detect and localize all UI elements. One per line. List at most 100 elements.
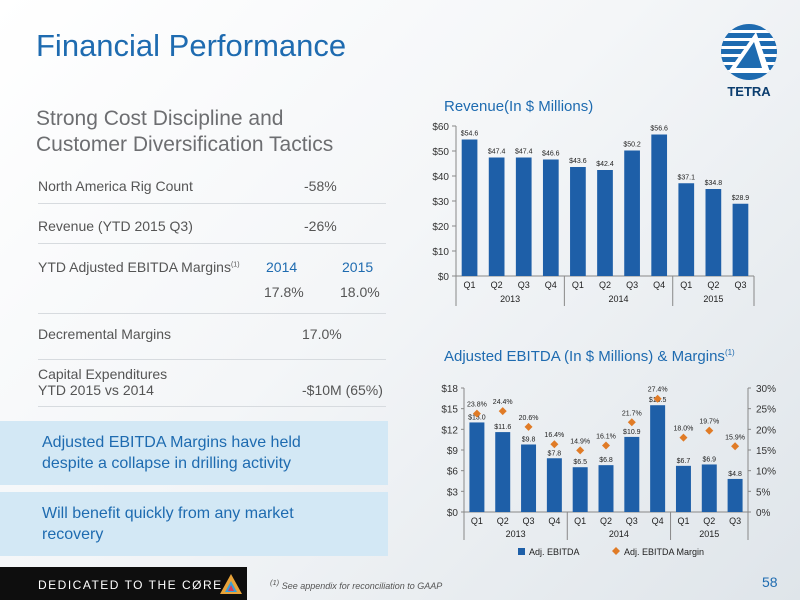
- year-2014: 2014: [266, 259, 298, 275]
- subtitle-line-2: Customer Diversification Tactics: [36, 133, 334, 156]
- metric-label: North America Rig Count: [38, 178, 193, 194]
- year-group-label: 2015: [703, 294, 723, 304]
- x-tick-label: Q2: [703, 516, 715, 526]
- revenue-data-label: $43.6: [569, 158, 587, 165]
- metric-value: 17.0%: [302, 326, 342, 342]
- x-tick-label: Q3: [518, 280, 530, 290]
- margin-marker: [472, 409, 481, 418]
- ebitda-bar: [495, 432, 511, 512]
- ebitda-margin-2014: 17.8%: [264, 284, 304, 300]
- metric-row-decremental: Decremental Margins 17.0%: [38, 326, 386, 342]
- y-tick-label: $30: [432, 197, 449, 208]
- y-tick-label: $50: [432, 147, 449, 158]
- year-group-label: 2013: [506, 529, 526, 539]
- x-tick-label: Q1: [680, 280, 692, 290]
- ebitda-data-label: $13.0: [468, 414, 486, 421]
- year-2015: 2015: [342, 259, 374, 275]
- x-tick-label: Q4: [545, 280, 557, 290]
- x-tick-label: Q3: [626, 280, 638, 290]
- revenue-bar: [488, 157, 505, 276]
- margin-marker: [731, 442, 740, 451]
- divider: [38, 243, 386, 244]
- margin-data-label: 19.7%: [699, 419, 719, 426]
- ebitda-data-label: $9.8: [522, 436, 536, 443]
- logo-text: TETRA: [727, 84, 771, 99]
- x-tick-label: Q1: [677, 516, 689, 526]
- revenue-bar: [732, 203, 749, 276]
- highlight-line-1: Adjusted EBITDA Margins have held: [42, 434, 301, 451]
- x-tick-label: Q1: [471, 516, 483, 526]
- footer-tagline: DEDICATED TO THE CØRE: [38, 578, 223, 592]
- margin-data-label: 18.0%: [674, 426, 694, 433]
- revenue-bar: [624, 150, 640, 276]
- y-left-tick-label: $18: [441, 384, 458, 395]
- divider: [38, 359, 386, 360]
- metric-label-line-1: Capital Expenditures: [38, 366, 168, 382]
- margin-data-label: 24.4%: [493, 399, 513, 406]
- revenue-bar: [542, 159, 559, 276]
- metric-row-ebitda-margins: YTD Adjusted EBITDA Margins(1) 2014 2015…: [38, 259, 386, 300]
- year-group-label: 2014: [609, 529, 629, 539]
- legend-swatch-marker: [612, 547, 620, 555]
- x-tick-label: Q2: [491, 280, 503, 290]
- tetra-logo-icon: TETRA: [721, 24, 777, 99]
- x-tick-label: Q2: [600, 516, 612, 526]
- revenue-data-label: $42.4: [596, 161, 614, 168]
- y-right-tick-label: 10%: [756, 467, 776, 478]
- metric-label: YTD Adjusted EBITDA Margins: [38, 259, 231, 275]
- x-tick-label: Q3: [729, 516, 741, 526]
- subtitle-line-1: Strong Cost Discipline and: [36, 107, 284, 130]
- revenue-chart-title: Revenue(In $ Millions): [444, 98, 594, 115]
- ebitda-data-label: $7.8: [548, 450, 562, 457]
- margin-marker: [576, 446, 585, 455]
- x-tick-label: Q3: [626, 516, 638, 526]
- highlight-line-2: despite a collapse in drilling activity: [42, 455, 292, 472]
- revenue-data-label: $28.9: [732, 195, 750, 202]
- revenue-data-label: $46.6: [542, 151, 560, 158]
- footnote: (1) See appendix for reconciliation to G…: [270, 578, 442, 591]
- margin-marker: [653, 394, 662, 403]
- margin-data-label: 16.4%: [544, 432, 564, 439]
- ebitda-bar: [727, 478, 743, 512]
- y-left-tick-label: $9: [447, 446, 459, 457]
- ebitda-data-label: $11.6: [494, 424, 511, 431]
- ebitda-data-label: $6.7: [677, 458, 691, 465]
- divider: [38, 203, 386, 204]
- core-triangle-icon: [220, 574, 242, 594]
- y-left-tick-label: $15: [441, 405, 458, 416]
- margin-marker: [524, 422, 533, 431]
- margin-data-label: 20.6%: [519, 415, 539, 422]
- revenue-bar: [705, 189, 722, 276]
- y-right-tick-label: 15%: [756, 446, 776, 457]
- margin-marker: [679, 433, 688, 442]
- margin-marker: [550, 440, 559, 449]
- ebitda-data-label: $10.9: [623, 429, 641, 436]
- revenue-bar: [597, 170, 613, 276]
- ebitda-bar: [701, 464, 717, 512]
- y-tick-label: $60: [432, 122, 449, 133]
- margin-data-label: 21.7%: [622, 410, 642, 417]
- x-tick-label: Q1: [574, 516, 586, 526]
- divider: [38, 406, 386, 407]
- x-tick-label: Q1: [464, 280, 476, 290]
- margin-marker: [602, 441, 610, 450]
- y-right-tick-label: 30%: [756, 384, 776, 395]
- ebitda-bar: [650, 405, 666, 512]
- margin-marker: [705, 426, 714, 435]
- y-tick-label: $0: [438, 272, 450, 283]
- metric-value: -58%: [304, 178, 337, 194]
- margin-data-label: 16.1%: [596, 433, 616, 440]
- ebitda-bar: [675, 465, 691, 512]
- metric-row-capex: Capital Expenditures YTD 2015 vs 2014 -$…: [38, 366, 386, 398]
- revenue-data-label: $34.8: [705, 180, 723, 187]
- ebitda-data-label: $6.8: [599, 457, 613, 464]
- y-right-tick-label: 0%: [756, 508, 771, 519]
- y-left-tick-label: $12: [441, 425, 458, 436]
- highlight-line-1: Will benefit quickly from any market: [42, 505, 294, 522]
- legend-label: Adj. EBITDA: [529, 547, 580, 557]
- y-left-tick-label: $6: [447, 467, 459, 478]
- subtitle: Strong Cost Discipline and Customer Dive…: [36, 106, 396, 158]
- ebitda-chart: $0 $3 $6 $9 $12 $15 $18 0% 5% 10% 15% 20% 25% 30% $13.…: [441, 384, 776, 557]
- margin-data-label: 23.8%: [467, 402, 487, 409]
- metric-label: Revenue (YTD 2015 Q3): [38, 218, 193, 234]
